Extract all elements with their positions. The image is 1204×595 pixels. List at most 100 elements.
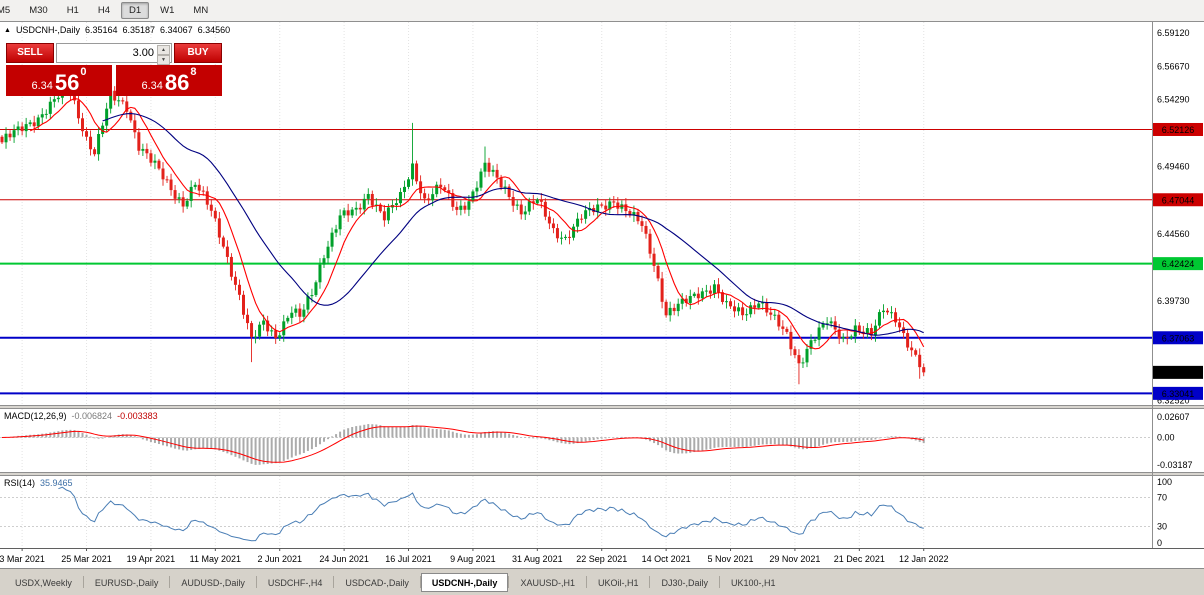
svg-text:11 May 2021: 11 May 2021: [190, 554, 241, 564]
buy-button[interactable]: BUY: [174, 43, 222, 63]
svg-text:25 Mar 2021: 25 Mar 2021: [61, 554, 112, 564]
svg-text:22 Sep 2021: 22 Sep 2021: [576, 554, 627, 564]
tab-separator: [718, 576, 720, 588]
chart-tab-EURUSD-Daily[interactable]: EURUSD-,Daily: [94, 578, 159, 588]
svg-text:5 Nov 2021: 5 Nov 2021: [708, 554, 754, 564]
svg-text:100: 100: [1157, 477, 1172, 487]
chart-tab-USDCHF-H4[interactable]: USDCHF-,H4: [267, 578, 323, 588]
moving-averages: [29, 98, 925, 350]
sell-price-big: 56: [54, 70, 80, 95]
chart-tab-UK100-H1[interactable]: UK100-,H1: [730, 578, 776, 588]
volume-decrease-icon[interactable]: ▼: [157, 55, 170, 65]
timeframe-button-W1[interactable]: W1: [160, 5, 175, 16]
close-value: 6.34560: [197, 25, 231, 35]
svg-text:3 Mar 2021: 3 Mar 2021: [0, 554, 45, 564]
chart-tab-AUDUSD-Daily[interactable]: AUDUSD-,Daily: [181, 578, 245, 588]
candlestick-series: [0, 81, 926, 385]
svg-text:6.37063: 6.37063: [1162, 333, 1195, 343]
volume-increase-icon[interactable]: ▲: [157, 45, 170, 55]
svg-text:6.47044: 6.47044: [1162, 195, 1195, 205]
svg-text:6.39730: 6.39730: [1157, 296, 1190, 306]
svg-text:2 Jun 2021: 2 Jun 2021: [257, 554, 302, 564]
sell-price-display[interactable]: 6.34 56 0: [6, 65, 112, 96]
tab-separator: [82, 576, 84, 588]
macd-main-value: -0.006824: [71, 411, 113, 421]
svg-text:6.49460: 6.49460: [1157, 161, 1190, 171]
high-value: 6.35187: [122, 25, 156, 35]
volume-spinner[interactable]: ▲ ▼: [157, 45, 170, 65]
timeframe-button-H1[interactable]: H1: [66, 5, 79, 16]
svg-text:6.44560: 6.44560: [1157, 229, 1190, 239]
tab-separator: [508, 576, 510, 588]
svg-text:0.00: 0.00: [1157, 432, 1175, 442]
horizontal-level-lines[interactable]: [0, 128, 1152, 395]
chart-window[interactable]: 6.59120 6.56670 6.54290 6.49460 6.44560 6.397…: [0, 22, 1204, 568]
tab-separator: [255, 576, 257, 588]
svg-text:29 Nov 2021: 29 Nov 2021: [769, 554, 820, 564]
low-value: 6.34067: [160, 25, 193, 35]
symbol-marker-icon: ▲: [4, 26, 11, 34]
pane-splitters[interactable]: [0, 405, 1204, 476]
tab-separator: [585, 576, 587, 588]
chart-tab-XAUUSD-H1[interactable]: XAUUSD-,H1: [520, 578, 575, 588]
timeframe-button-H4[interactable]: H4: [97, 5, 110, 16]
svg-text:6.54290: 6.54290: [1157, 95, 1190, 105]
price-chart-canvas[interactable]: 6.59120 6.56670 6.54290 6.49460 6.44560 6.397…: [0, 22, 1204, 568]
tab-separator: [333, 576, 335, 588]
chart-tab-USDCNH-Daily[interactable]: USDCNH-,Daily: [420, 573, 509, 592]
svg-text:70: 70: [1157, 493, 1167, 503]
chart-ohlc-header: ▲ USDCNH-,Daily 6.35164 6.35187 6.34067 …: [4, 25, 230, 35]
svg-text:12 Jan 2022: 12 Jan 2022: [899, 554, 949, 564]
price-badges: 6.52126 6.47044 6.42424 6.37063 6.33041 6.345…: [1153, 122, 1203, 400]
chart-tab-USDX-Weekly[interactable]: USDX,Weekly: [15, 578, 72, 588]
buy-price-big: 86: [164, 70, 190, 95]
timeframe-button-MN[interactable]: MN: [193, 5, 209, 16]
buy-price-small: 6.34: [141, 80, 163, 92]
volume-value[interactable]: 3.00: [132, 47, 154, 59]
macd-indicator: [0, 424, 1152, 465]
svg-text:6.59120: 6.59120: [1157, 28, 1190, 38]
timeframe-button-M30[interactable]: M30: [29, 5, 48, 16]
svg-text:6.52126: 6.52126: [1162, 125, 1195, 135]
svg-text:14 Oct 2021: 14 Oct 2021: [642, 554, 691, 564]
svg-text:6.56670: 6.56670: [1157, 62, 1190, 72]
macd-name: MACD(12,26,9): [4, 411, 67, 421]
svg-text:6.34560: 6.34560: [1162, 368, 1195, 378]
svg-text:9 Aug 2021: 9 Aug 2021: [450, 554, 496, 564]
svg-text:0.02607: 0.02607: [1157, 412, 1190, 422]
open-value: 6.35164: [84, 25, 118, 35]
tab-separator: [649, 576, 651, 588]
svg-text:31 Aug 2021: 31 Aug 2021: [512, 554, 563, 564]
timeframe-toolbar: M5 M30 H1 H4 D1 W1 MN: [0, 0, 1204, 22]
sell-button[interactable]: SELL: [6, 43, 54, 63]
one-click-trading-panel: SELL 3.00 ▲ ▼ BUY 6.34 56 0 6.34 86 8: [6, 43, 222, 96]
buy-price-display[interactable]: 6.34 86 8: [116, 65, 222, 96]
svg-text:30: 30: [1157, 521, 1167, 531]
tab-separator: [419, 576, 421, 588]
chart-tab-bar: USDX,Weekly EURUSD-,Daily AUDUSD-,Daily USD…: [0, 568, 1204, 595]
svg-text:24 Jun 2021: 24 Jun 2021: [319, 554, 369, 564]
volume-field[interactable]: 3.00 ▲ ▼: [56, 43, 172, 65]
sell-price-small: 6.34: [31, 80, 53, 92]
rsi-indicator: [0, 486, 1152, 542]
chart-tab-USDCAD-Daily[interactable]: USDCAD-,Daily: [345, 578, 409, 588]
svg-text:0: 0: [1157, 538, 1162, 548]
svg-text:6.42424: 6.42424: [1162, 259, 1195, 269]
timeframe-button-D1[interactable]: D1: [121, 2, 150, 19]
time-axis: 3 Mar 2021 25 Mar 2021 19 Apr 2021 11 May 2…: [0, 548, 948, 564]
sell-price-sup: 0: [80, 66, 87, 78]
svg-text:19 Apr 2021: 19 Apr 2021: [127, 554, 176, 564]
svg-text:6.33041: 6.33041: [1162, 389, 1195, 399]
rsi-value: 35.9465: [40, 478, 73, 488]
symbol-label: USDCNH-,Daily: [15, 25, 80, 35]
macd-signal-value: -0.003383: [117, 411, 158, 421]
rsi-name: RSI(14): [4, 478, 36, 488]
buy-price-sup: 8: [190, 66, 197, 78]
timeframe-button-M5[interactable]: M5: [0, 5, 11, 16]
rsi-indicator-label: RSI(14) 35.9465: [4, 478, 73, 488]
svg-text:21 Dec 2021: 21 Dec 2021: [834, 554, 885, 564]
chart-tab-DJ30-Daily[interactable]: DJ30-,Daily: [661, 578, 708, 588]
svg-text:6.32520: 6.32520: [1157, 396, 1190, 406]
chart-tab-UKOil-H1[interactable]: UKOil-,H1: [597, 578, 639, 588]
